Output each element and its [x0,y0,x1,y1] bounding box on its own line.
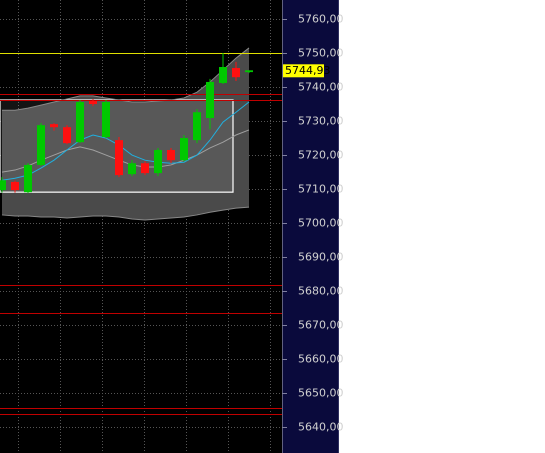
y-tick-label: 5640,00 [298,421,344,434]
y-tick-label: 5720,00 [298,149,344,162]
candle-body [219,66,227,83]
candle-body [11,181,19,191]
candle-body [167,149,175,161]
y-tick-label: 5730,00 [298,115,344,128]
indicator-line [1,206,250,221]
y-tick-label: 5690,00 [298,251,344,264]
y-tick-label: 5760,00 [298,13,344,26]
candle-body [193,112,201,141]
candle-body [245,70,253,73]
candle-body [102,102,110,138]
candle-body [63,127,71,144]
y-tick-label: 5650,00 [298,387,344,400]
candle-body [76,102,84,143]
y-tick-label: 5670,00 [298,319,344,332]
candle-body [154,149,162,174]
last-price-box [283,64,324,78]
candle-body [89,101,97,105]
y-tick-label: 5660,00 [298,353,344,366]
candle-body [141,163,149,174]
y-tick-label: 5700,00 [298,217,344,230]
candle-body [37,125,45,165]
y-tick-label: 5680,00 [298,285,344,298]
band-fill [2,47,249,221]
indicator-line [1,101,250,181]
y-tick-label: 5740,00 [298,81,344,94]
y-tick-label: 5710,00 [298,183,344,196]
candle-body [0,180,6,191]
candle-body [206,81,214,119]
candle-body [50,124,58,128]
candle-body [232,68,240,78]
candle-body [128,163,136,175]
candle-body [115,140,123,176]
last-price-label: 5744,93 [285,64,331,77]
y-tick-label: 5750,00 [298,47,344,60]
candle-body [24,164,32,193]
candle-body [180,138,188,161]
